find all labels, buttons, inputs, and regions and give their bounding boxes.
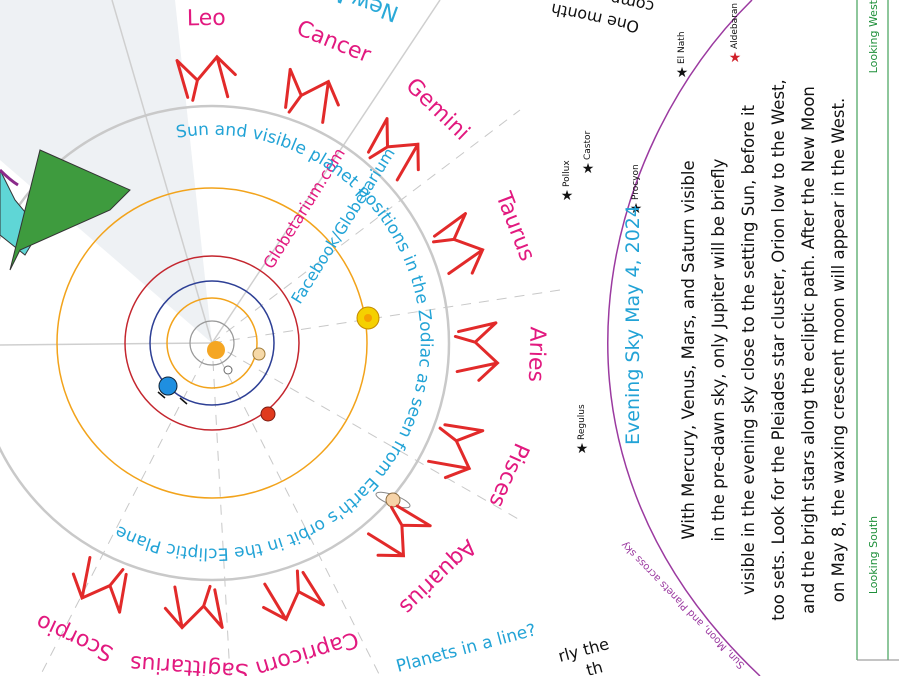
constellation: [164, 583, 225, 630]
description-line: visible in the evening sky close to the …: [739, 104, 758, 595]
zodiac-label: Scorpio: [32, 608, 117, 665]
fragment: th: [584, 657, 605, 676]
description-line: in the pre-dawn sky, only Jupiter will b…: [709, 158, 728, 541]
zodiac-label: Cancer: [293, 16, 375, 69]
star-label: El Nath: [677, 31, 687, 64]
question: Planets in a line?: [394, 620, 538, 676]
infographic: Globetarium.com Facebook/Globetarium Sun…: [0, 0, 899, 676]
zodiac-label: Aquarius: [394, 534, 481, 619]
zodiac-label: Gemini: [401, 73, 475, 145]
jupiter-core: [364, 314, 372, 322]
star-label: Castor: [583, 130, 593, 160]
star-label: Procyon: [631, 164, 641, 200]
constellation: [423, 414, 486, 484]
zodiac-label: Capricorn: [252, 626, 361, 676]
star-marker: ★: [676, 65, 689, 81]
star-label: Pollux: [562, 160, 572, 187]
venus: [253, 348, 265, 360]
ecliptic-label: Sun, Moon, and Planets across sky: [619, 539, 747, 671]
description-line: on May 8, the waxing crescent moon will …: [829, 98, 848, 602]
star-marker: ★: [561, 188, 574, 204]
zodiac-label: Pisces: [483, 439, 533, 511]
zodiac-label: Leo: [187, 6, 226, 32]
earth: [159, 377, 177, 395]
constellation: [177, 57, 236, 101]
outer-label: New M: [324, 0, 402, 26]
sky-title: Evening Sky May 4, 2024: [622, 205, 644, 445]
description-line: and the bright stars along the ecliptic …: [799, 86, 818, 614]
looking-south: Looking South: [867, 516, 880, 594]
description-line: too sets. Look for the Pleiades star clu…: [769, 79, 788, 621]
constellation: [256, 567, 324, 625]
constellation: [454, 321, 499, 380]
page: {"zodiac":{"labels":["Leo","Cancer","Gem…: [0, 0, 899, 676]
star-marker: ★: [582, 161, 595, 177]
star-label: Regulus: [577, 404, 587, 440]
logo-wedge: [0, 0, 212, 343]
star-label: Aldebaran: [730, 3, 740, 49]
mercury: [224, 366, 232, 374]
constellation: [361, 497, 433, 568]
looking-west: Looking West: [867, 0, 880, 73]
description-line: With Mercury, Venus, Mars, and Saturn vi…: [679, 160, 698, 539]
zodiac-label: Taurus: [490, 188, 539, 265]
star-marker: ★: [576, 441, 589, 457]
sun: [207, 341, 225, 359]
star-marker: ★: [729, 50, 742, 66]
zodiac-label: Sagittarius: [129, 650, 249, 676]
mars: [261, 407, 275, 421]
description: With Mercury, Venus, Mars, and Saturn vi…: [679, 79, 848, 621]
zodiac-label: Aries: [523, 326, 550, 382]
